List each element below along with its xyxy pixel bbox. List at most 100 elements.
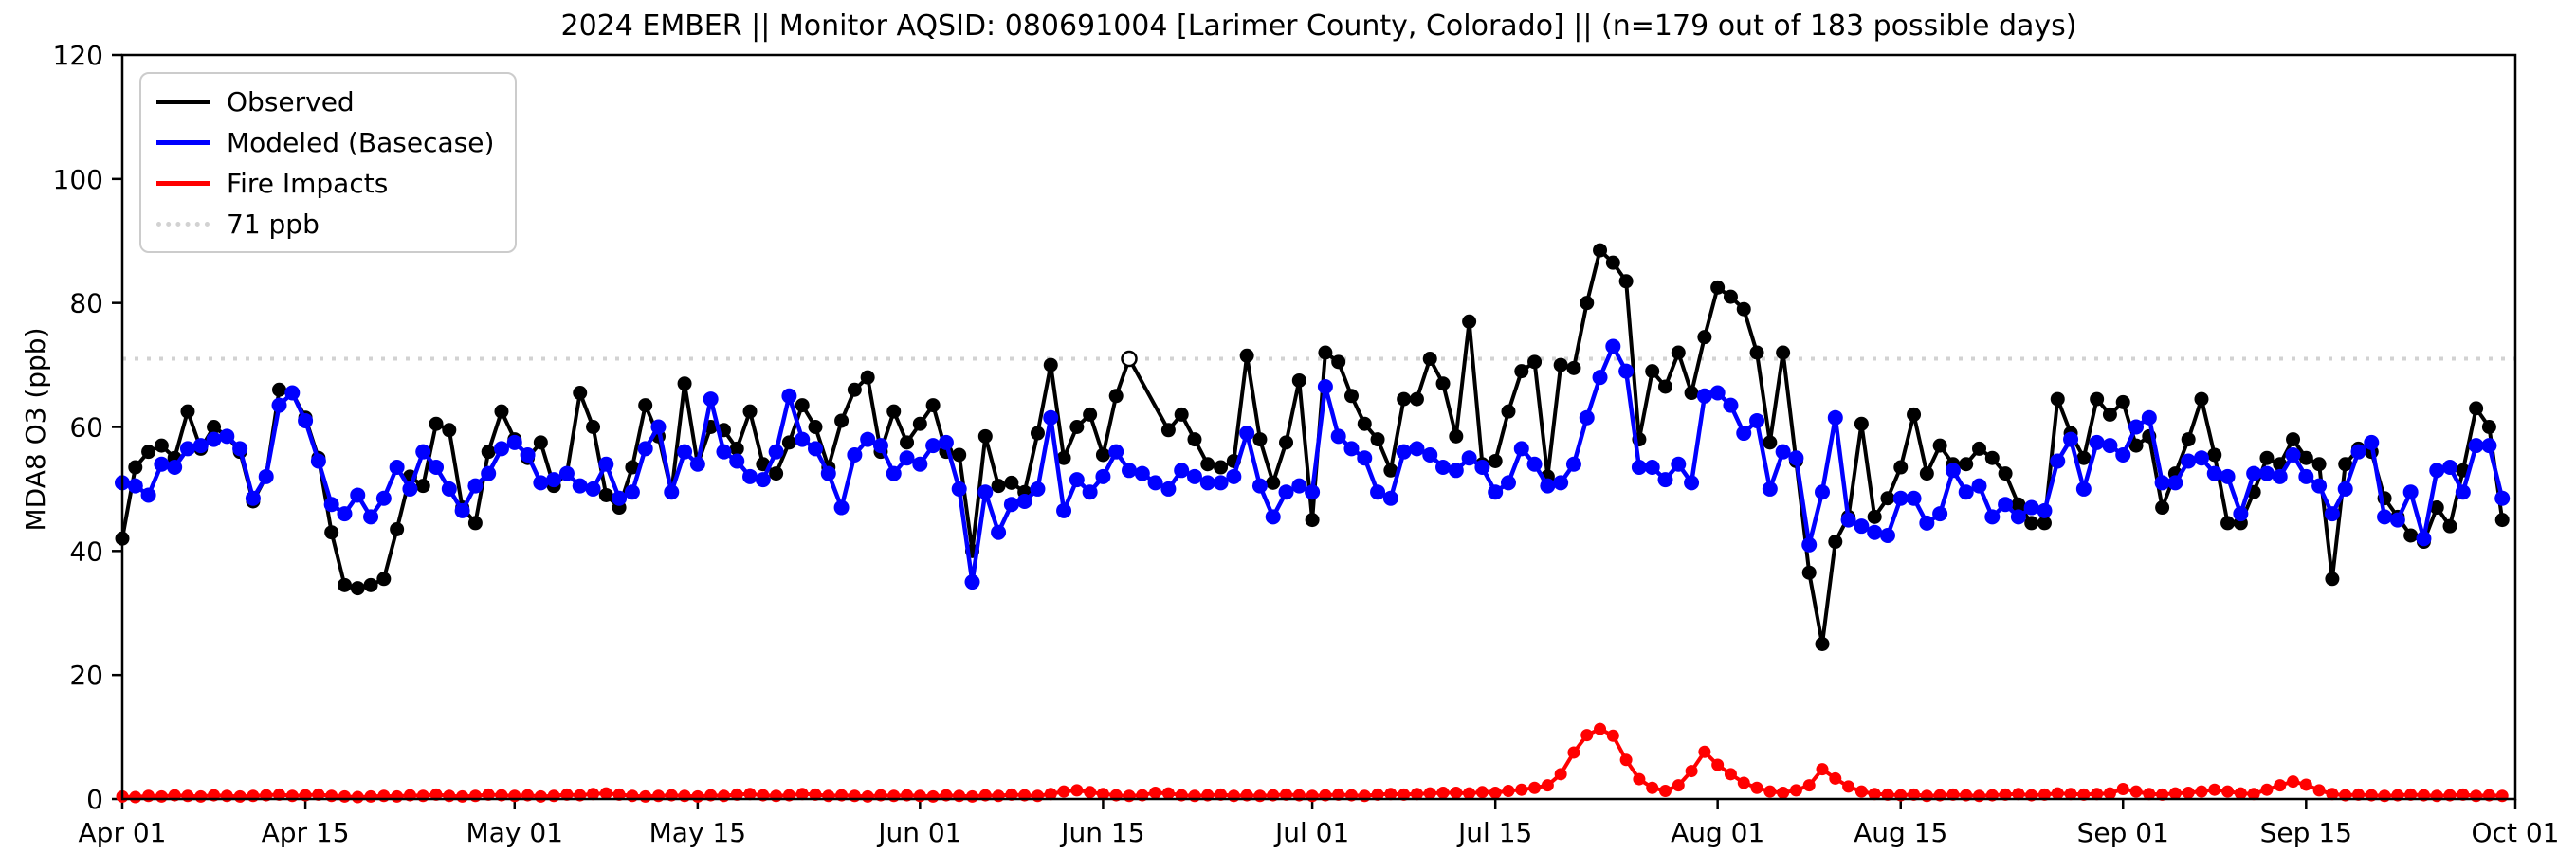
data-point <box>991 524 1007 540</box>
data-point <box>1188 789 1201 803</box>
data-point <box>730 788 743 801</box>
data-point <box>1069 420 1085 434</box>
data-point <box>2286 432 2301 447</box>
data-point <box>1646 781 1659 794</box>
data-point <box>179 441 195 457</box>
legend-label: Fire Impacts <box>227 167 389 199</box>
data-point <box>1343 389 1359 404</box>
data-point <box>1580 729 1594 742</box>
data-point <box>1816 763 1829 776</box>
data-point <box>1775 444 1791 460</box>
data-point <box>1161 787 1175 800</box>
data-point <box>323 497 339 513</box>
data-point <box>677 376 692 391</box>
data-point <box>1671 345 1686 360</box>
data-point <box>886 465 902 481</box>
data-point <box>1657 472 1673 488</box>
data-point <box>284 385 301 401</box>
data-point <box>1868 788 1881 801</box>
data-point <box>533 435 548 450</box>
data-point <box>1213 475 1229 491</box>
data-point <box>1423 787 1436 800</box>
data-point <box>1422 352 1437 367</box>
data-point <box>167 460 183 476</box>
data-point <box>1514 364 1529 379</box>
data-point <box>2494 513 2510 528</box>
data-point <box>1789 784 1802 797</box>
data-point <box>2234 787 2247 800</box>
data-point <box>1619 753 1633 767</box>
data-point <box>1593 243 1608 258</box>
data-point <box>2220 468 2236 484</box>
data-point <box>992 789 1005 803</box>
data-point <box>729 441 744 456</box>
data-point <box>2077 788 2091 801</box>
data-point <box>1095 447 1110 463</box>
data-point <box>953 789 966 803</box>
data-point <box>2115 446 2131 463</box>
x-tick-label: Jul 15 <box>1456 817 1532 848</box>
y-tick-label: 60 <box>69 412 103 444</box>
data-point <box>1502 784 1515 797</box>
data-point <box>977 484 994 500</box>
data-point <box>467 516 483 531</box>
legend-label: Modeled (Basecase) <box>227 126 495 158</box>
data-point <box>312 788 325 801</box>
data-point <box>1919 515 1935 531</box>
data-point <box>1684 475 1700 491</box>
data-point <box>899 450 915 466</box>
data-point <box>560 788 574 801</box>
data-point <box>925 438 941 454</box>
data-point <box>2272 468 2288 484</box>
data-point <box>391 789 404 803</box>
data-point <box>1500 475 1516 491</box>
data-point <box>1801 536 1818 553</box>
chart-title: 2024 EMBER || Monitor AQSID: 080691004 [… <box>560 9 2077 43</box>
data-point <box>534 789 547 803</box>
data-point <box>1358 789 1371 803</box>
data-point <box>1030 426 1045 441</box>
data-point <box>1723 289 1738 304</box>
data-point <box>2076 450 2092 465</box>
data-point <box>1016 494 1032 509</box>
data-point <box>624 484 640 500</box>
data-point <box>2402 484 2419 500</box>
data-point <box>192 438 209 454</box>
data-point <box>2128 438 2144 453</box>
data-point <box>1657 379 1672 394</box>
data-point <box>637 441 653 457</box>
data-point <box>1737 776 1750 789</box>
data-point <box>861 789 874 803</box>
data-point <box>1998 466 2013 481</box>
data-point <box>2468 438 2484 454</box>
data-point <box>2064 788 2077 801</box>
data-point <box>1239 348 1254 363</box>
data-point <box>768 444 784 460</box>
data-point <box>1840 512 1856 528</box>
data-point <box>2442 518 2457 534</box>
data-point <box>1605 255 1620 270</box>
data-point <box>2128 419 2145 435</box>
data-point <box>1463 787 1476 800</box>
data-point <box>1461 450 1477 466</box>
data-point <box>415 479 430 494</box>
y-tick-label: 100 <box>53 164 103 195</box>
data-point <box>2155 500 2170 516</box>
x-tick-label: Aug 01 <box>1671 817 1764 848</box>
data-point <box>848 789 861 803</box>
data-point <box>795 398 810 413</box>
data-point <box>2259 450 2275 465</box>
legend-label: 71 ppb <box>227 208 320 240</box>
data-point <box>2481 438 2497 454</box>
data-point <box>1919 466 1934 481</box>
data-point <box>1449 428 1464 444</box>
data-point <box>2351 788 2365 801</box>
data-point <box>2090 391 2105 407</box>
data-point <box>416 789 429 803</box>
y-tick-label: 20 <box>69 660 103 691</box>
legend: Observed Modeled (Basecase) Fire Impacts 71… <box>139 72 518 253</box>
data-point <box>1462 314 1477 329</box>
data-point <box>1553 475 1569 491</box>
data-point <box>1332 788 1345 801</box>
data-point <box>1527 354 1543 370</box>
